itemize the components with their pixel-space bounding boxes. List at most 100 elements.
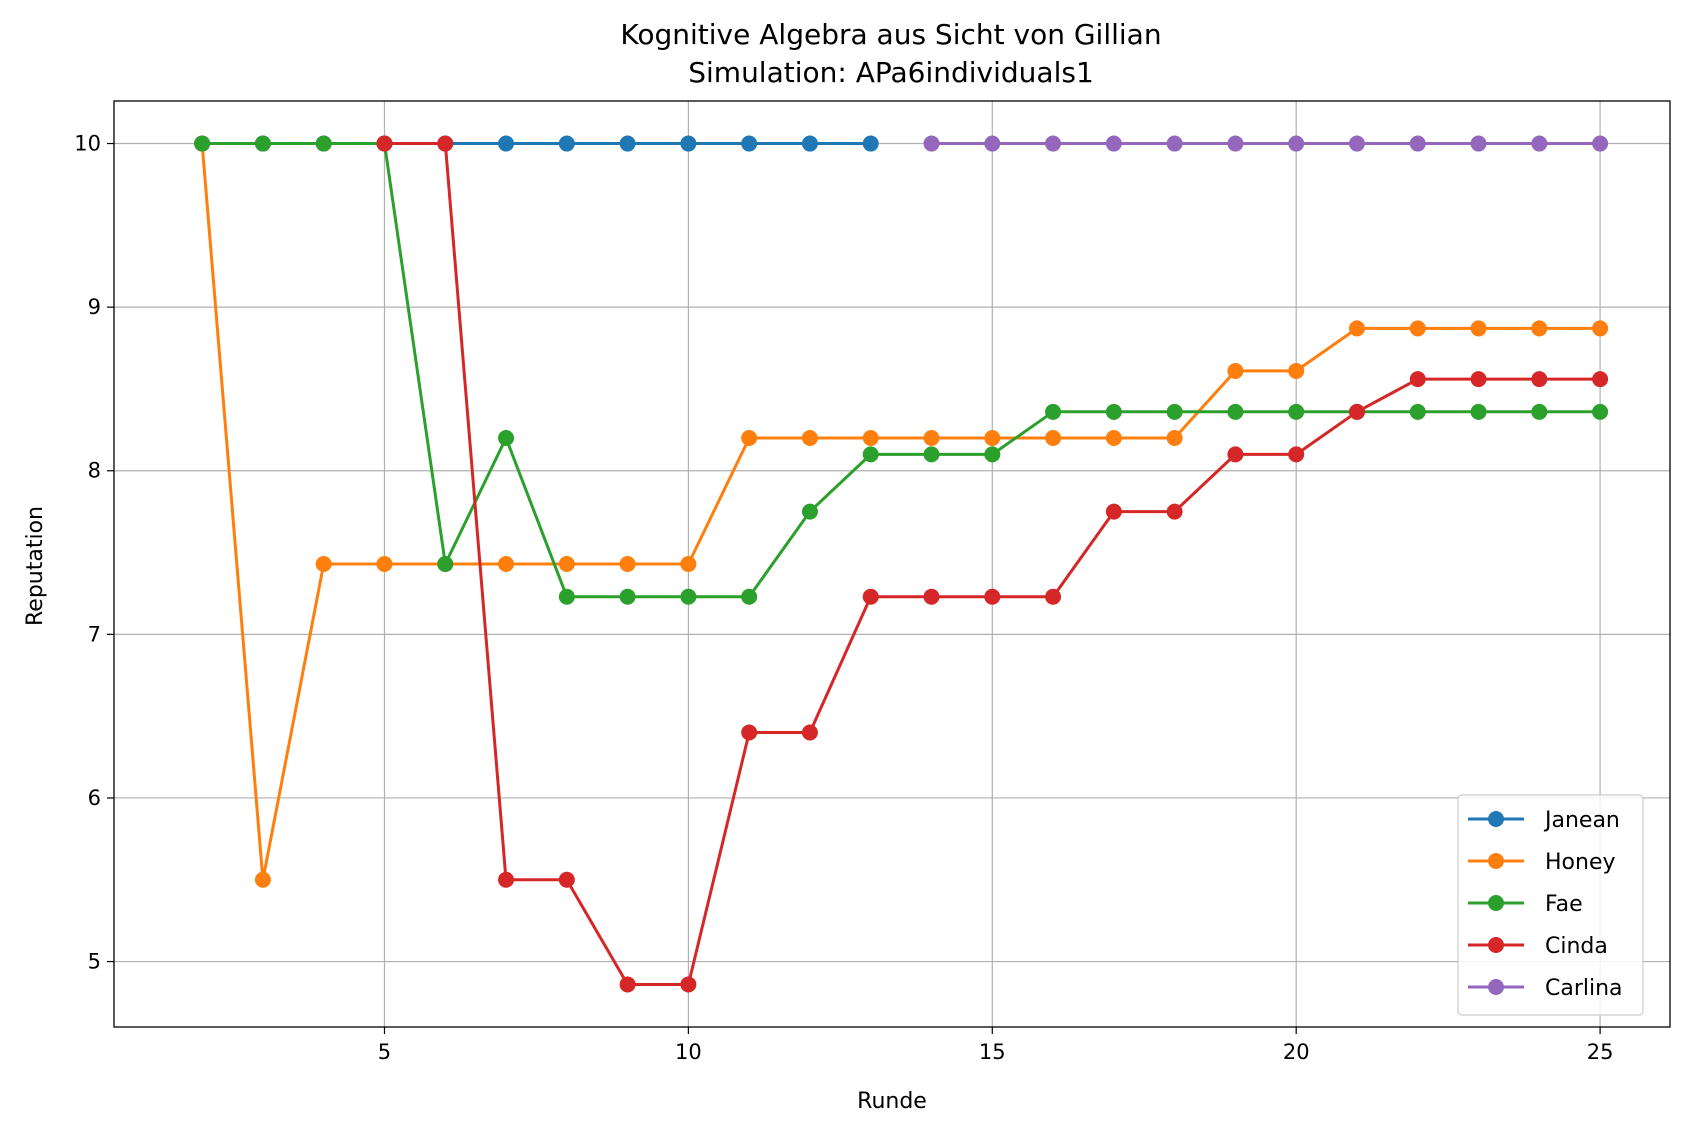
data-point-honey [801, 430, 818, 447]
data-point-fae [1045, 403, 1062, 420]
data-point-fae [558, 588, 575, 605]
data-point-fae [254, 135, 271, 152]
legend-marker-cinda [1488, 937, 1504, 953]
data-point-carlina [923, 135, 940, 152]
data-point-fae [1409, 403, 1426, 420]
legend-label-cinda: Cinda [1545, 934, 1608, 959]
data-point-honey [741, 430, 758, 447]
data-point-fae [437, 556, 454, 572]
data-point-honey [498, 556, 515, 572]
data-point-fae [1592, 403, 1609, 420]
data-point-fae [1470, 403, 1487, 420]
data-point-cinda [801, 724, 818, 741]
data-point-fae [984, 446, 1001, 463]
data-point-honey [558, 556, 575, 572]
data-point-cinda [437, 135, 454, 152]
data-point-carlina [1531, 135, 1548, 152]
data-point-fae [862, 446, 879, 463]
data-point-cinda [862, 588, 879, 605]
legend-item-honey: Honey [1468, 850, 1616, 875]
plot-frame [113, 100, 1671, 1028]
data-point-carlina [1470, 135, 1487, 152]
data-point-fae [741, 588, 758, 605]
series-fae [194, 135, 1609, 605]
data-point-honey [1166, 430, 1183, 447]
legend-box [1457, 794, 1644, 1016]
data-point-fae [1105, 403, 1122, 420]
legend-item-carlina: Carlina [1468, 976, 1623, 1001]
y-axis-label: Reputation [23, 506, 48, 626]
data-point-cinda [498, 871, 515, 888]
legend-item-fae: Fae [1468, 892, 1583, 917]
legend-marker-fae [1488, 895, 1504, 911]
y-tick-label: 5 [88, 950, 101, 974]
data-point-cinda [1409, 371, 1426, 388]
series-layer [194, 135, 1609, 993]
series-line-fae [202, 142, 1601, 599]
data-point-honey [254, 871, 271, 888]
y-tick-label: 8 [88, 459, 101, 483]
legend-marker-janean [1488, 811, 1504, 827]
series-carlina [923, 135, 1609, 152]
data-point-cinda [1166, 503, 1183, 520]
data-point-fae [801, 503, 818, 520]
x-tick-label: 10 [675, 1040, 702, 1064]
data-point-honey [1531, 320, 1548, 337]
data-point-carlina [984, 135, 1001, 152]
data-point-cinda [1045, 588, 1062, 605]
data-point-carlina [1348, 135, 1365, 152]
data-point-honey [1045, 430, 1062, 447]
data-point-cinda [680, 976, 697, 993]
y-tick-label: 6 [88, 786, 101, 810]
data-point-honey [1227, 362, 1244, 379]
data-point-cinda [1348, 403, 1365, 420]
data-point-honey [1348, 320, 1365, 337]
legend: Janean Honey Fae Cinda Carlina [1457, 794, 1644, 1016]
x-tick-label: 15 [979, 1040, 1006, 1064]
data-point-cinda [1105, 503, 1122, 520]
data-point-fae [1288, 403, 1305, 420]
data-point-honey [984, 430, 1001, 447]
legend-label-carlina: Carlina [1545, 976, 1623, 1001]
data-point-honey [862, 430, 879, 447]
data-point-honey [1288, 362, 1305, 379]
data-point-honey [376, 556, 393, 572]
data-point-honey [1592, 320, 1609, 337]
data-point-carlina [1409, 135, 1426, 152]
y-tick-label: 9 [88, 295, 101, 319]
data-point-janean [498, 135, 515, 152]
series-line-honey [200, 143, 1601, 882]
legend-label-fae: Fae [1545, 892, 1583, 917]
legend-item-janean: Janean [1468, 808, 1620, 833]
data-point-fae [1227, 403, 1244, 420]
data-point-cinda [1592, 371, 1609, 388]
legend-marker-honey [1488, 853, 1504, 869]
series-honey [194, 135, 1609, 888]
x-tick-label: 5 [378, 1040, 391, 1064]
data-point-cinda [923, 588, 940, 605]
data-point-fae [619, 588, 636, 605]
x-tick-label: 20 [1283, 1040, 1310, 1064]
legend-marker-carlina [1488, 979, 1504, 995]
data-point-janean [862, 135, 879, 152]
legend-item-cinda: Cinda [1468, 934, 1608, 959]
data-point-carlina [1592, 135, 1609, 152]
data-point-honey [680, 556, 697, 572]
legend-label-janean: Janean [1543, 808, 1620, 833]
data-point-honey [1409, 320, 1426, 337]
data-point-honey [619, 556, 636, 572]
data-point-fae [1166, 403, 1183, 420]
data-point-cinda [984, 588, 1001, 605]
series-cinda [376, 135, 1609, 993]
data-point-carlina [1105, 135, 1122, 152]
chart-title: Kognitive Algebra aus Sicht von Gillian [620, 18, 1161, 51]
legend-label-honey: Honey [1545, 850, 1616, 875]
data-point-fae [315, 135, 332, 152]
x-axis-label: Runde [857, 1089, 927, 1114]
data-point-cinda [376, 135, 393, 152]
y-tick-label: 7 [88, 622, 101, 646]
data-point-honey [923, 430, 940, 447]
data-point-carlina [1045, 135, 1062, 152]
data-point-fae [680, 588, 697, 605]
y-tick-label: 10 [74, 132, 101, 156]
